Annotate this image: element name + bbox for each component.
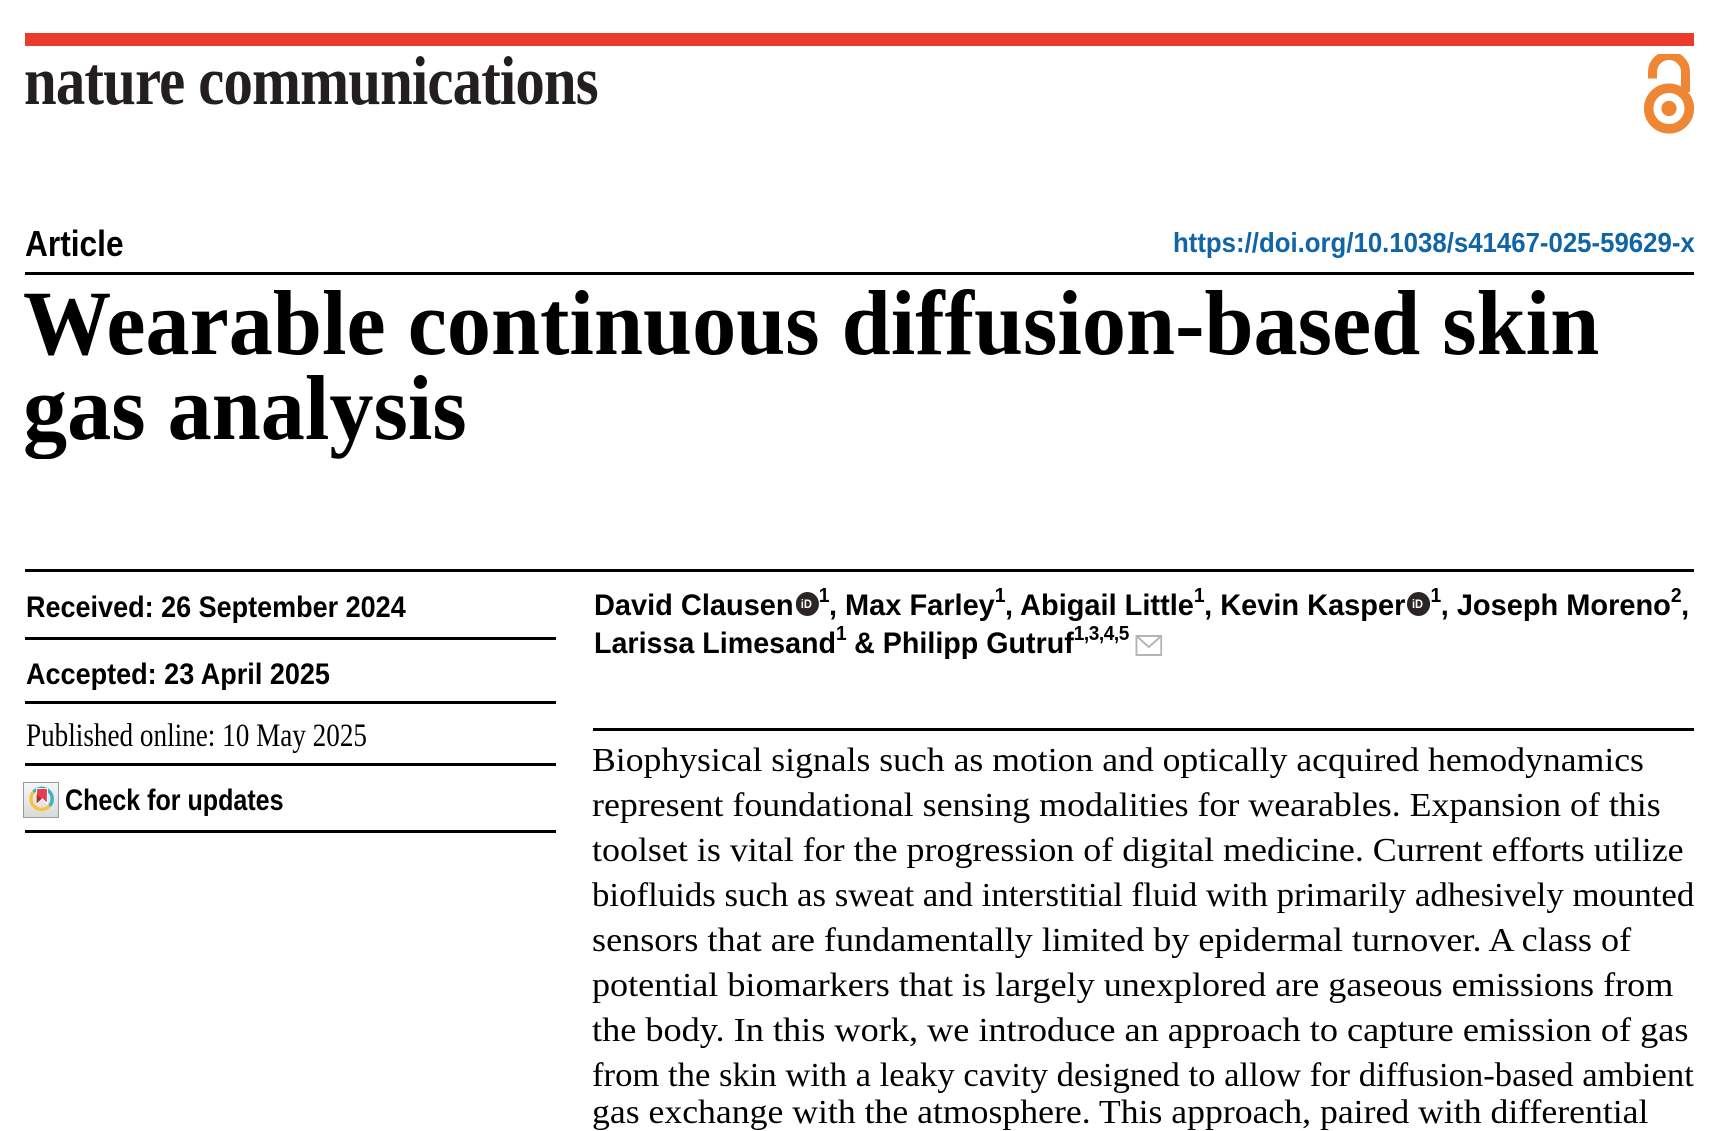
svg-text:iD: iD bbox=[801, 599, 812, 611]
svg-text:iD: iD bbox=[1412, 599, 1423, 611]
